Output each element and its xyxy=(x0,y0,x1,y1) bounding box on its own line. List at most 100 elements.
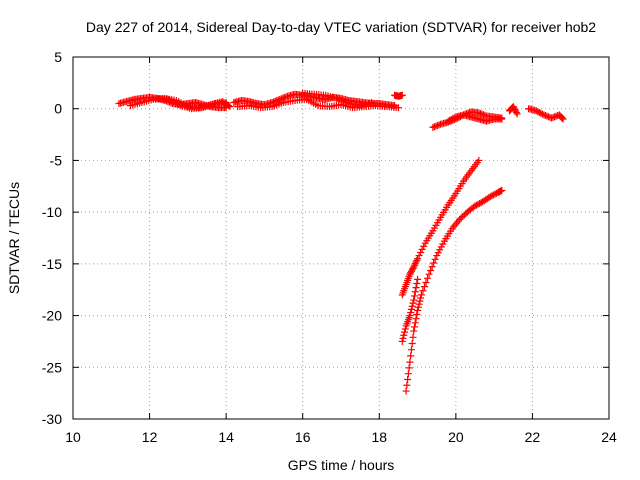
data-point xyxy=(545,113,553,121)
data-point xyxy=(512,108,520,116)
y-axis-label: SDTVAR / TECUs xyxy=(6,182,22,294)
data-segment xyxy=(402,186,506,395)
data-point xyxy=(417,291,425,299)
data-point xyxy=(398,337,406,345)
data-point xyxy=(430,259,438,267)
data-point xyxy=(548,114,556,122)
data-point xyxy=(424,274,432,282)
data-point xyxy=(413,280,421,288)
data-point xyxy=(558,113,566,121)
data-point xyxy=(532,107,540,115)
data-point xyxy=(420,283,428,291)
data-segment xyxy=(505,103,521,118)
data-point xyxy=(486,193,494,201)
data-point xyxy=(410,263,418,271)
y-tick-label: -15 xyxy=(42,256,62,272)
y-tick-label: -30 xyxy=(42,411,62,427)
data-point xyxy=(412,258,420,266)
x-axis-label: GPS time / hours xyxy=(288,457,395,473)
data-point xyxy=(429,123,437,131)
data-point xyxy=(489,191,497,199)
data-point xyxy=(226,103,234,111)
data-segment xyxy=(153,94,230,113)
data-point xyxy=(406,358,414,366)
data-point xyxy=(476,109,484,117)
data-points xyxy=(115,89,567,395)
x-tick-label: 16 xyxy=(295,429,311,445)
data-point xyxy=(444,117,452,125)
x-tick-label: 12 xyxy=(142,429,158,445)
data-point xyxy=(414,303,422,311)
y-tick-label: -5 xyxy=(50,152,63,168)
data-point xyxy=(535,108,543,116)
data-point xyxy=(274,96,282,104)
y-tick-label: -25 xyxy=(42,359,62,375)
data-segment xyxy=(525,105,567,123)
data-point xyxy=(407,305,415,313)
data-point xyxy=(414,255,422,263)
data-point xyxy=(408,339,416,347)
data-point xyxy=(407,346,415,354)
data-point xyxy=(416,297,424,305)
y-tick-label: 0 xyxy=(54,101,62,117)
data-point xyxy=(407,308,415,316)
data-point xyxy=(411,260,419,268)
x-tick-label: 18 xyxy=(371,429,387,445)
data-point xyxy=(534,108,542,116)
y-tick-labels: 5 0 -5 -10 -15 -20 -25 -30 xyxy=(42,49,62,427)
data-point xyxy=(222,99,230,107)
data-point xyxy=(475,156,483,164)
data-point xyxy=(422,278,430,286)
data-point xyxy=(279,94,287,102)
data-point xyxy=(498,186,506,194)
data-point xyxy=(433,121,441,129)
data-point xyxy=(549,113,557,121)
data-point xyxy=(428,263,436,271)
data-point xyxy=(414,306,422,314)
data-point xyxy=(471,202,479,210)
data-point xyxy=(447,115,455,123)
data-point xyxy=(559,115,567,123)
data-point xyxy=(415,252,423,260)
data-point xyxy=(513,110,521,118)
axis-ticks xyxy=(72,56,610,420)
data-point xyxy=(398,91,406,99)
data-point xyxy=(449,115,457,123)
data-point xyxy=(368,99,376,107)
data-point xyxy=(411,261,419,269)
data-point xyxy=(419,287,427,295)
data-point xyxy=(400,331,408,339)
data-point xyxy=(538,110,546,118)
data-point xyxy=(432,122,440,130)
grid xyxy=(73,57,609,419)
data-point xyxy=(411,292,419,300)
y-tick-label: 5 xyxy=(54,49,62,65)
data-point xyxy=(537,109,545,117)
data-point xyxy=(427,266,435,274)
data-segment xyxy=(398,275,422,345)
data-point xyxy=(498,115,506,123)
data-point xyxy=(415,300,423,308)
data-point xyxy=(414,275,422,283)
data-point xyxy=(541,112,549,120)
data-point xyxy=(411,319,419,327)
data-point xyxy=(270,98,278,106)
data-point xyxy=(394,104,402,112)
y-tick-label: -20 xyxy=(42,308,62,324)
x-tick-label: 22 xyxy=(525,429,541,445)
data-point xyxy=(413,256,421,264)
data-point xyxy=(425,270,433,278)
data-point xyxy=(401,325,409,333)
data-point xyxy=(540,111,548,119)
data-point xyxy=(475,109,483,117)
chart-title: Day 227 of 2014, Sidereal Day-to-day VTE… xyxy=(86,19,596,35)
data-point xyxy=(407,352,415,360)
x-tick-label: 10 xyxy=(65,429,81,445)
data-point xyxy=(411,323,419,331)
data-point xyxy=(474,200,482,208)
data-point xyxy=(412,315,420,323)
data-point xyxy=(491,190,499,198)
data-point xyxy=(551,113,559,121)
data-point xyxy=(280,94,288,102)
